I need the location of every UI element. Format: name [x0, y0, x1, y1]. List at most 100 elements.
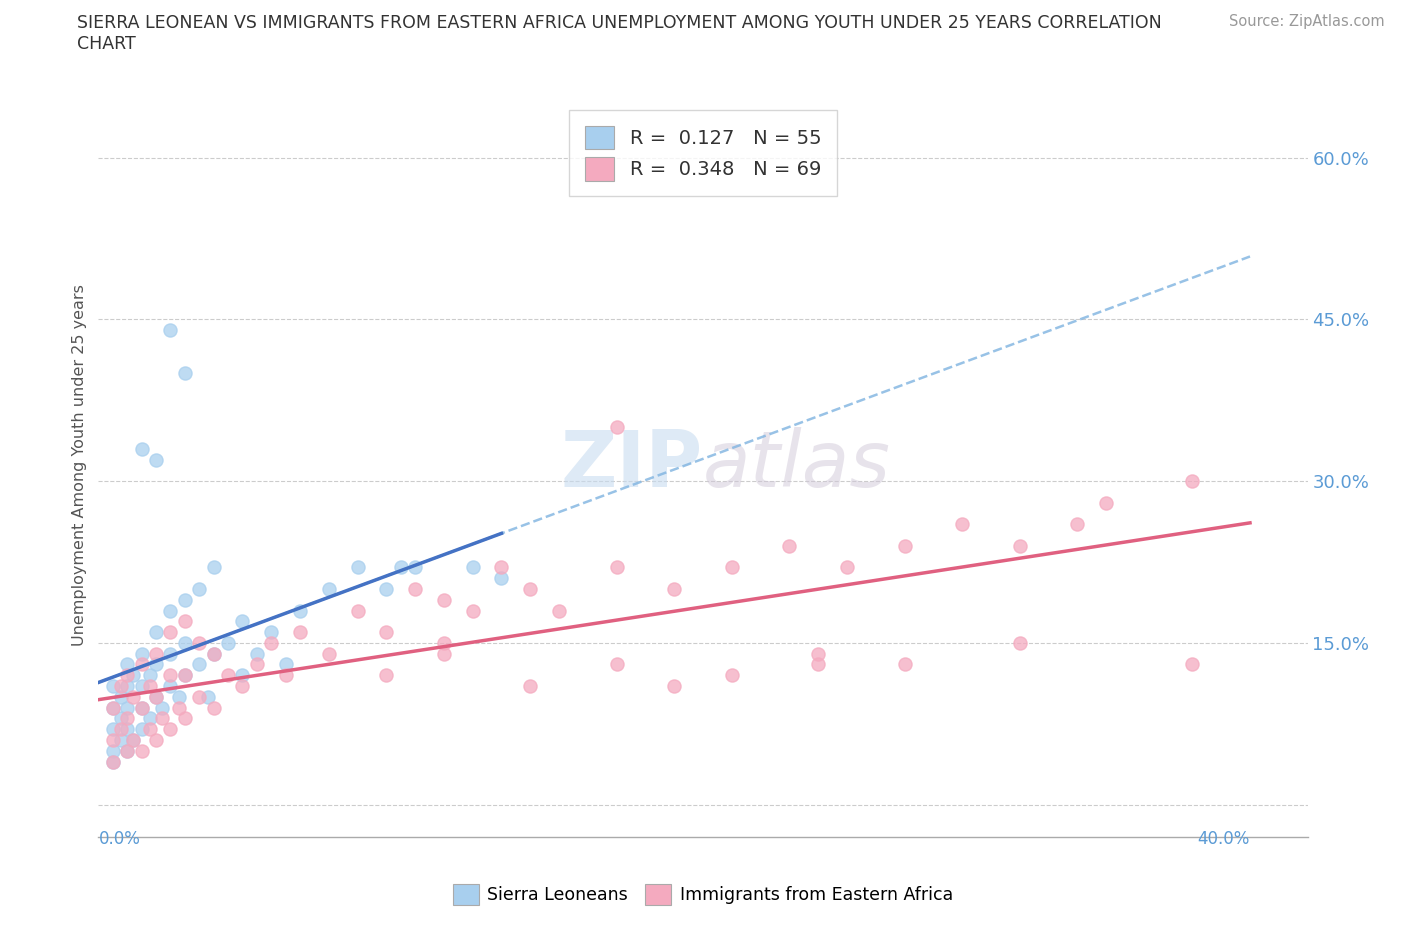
Point: [274, 668, 297, 683]
Point: [150, 700, 173, 715]
Point: [145, 646, 167, 661]
Point: [202, 700, 225, 715]
Point: [664, 581, 686, 596]
Point: [246, 657, 269, 671]
Point: [318, 581, 340, 596]
Point: [145, 625, 167, 640]
Point: [122, 733, 145, 748]
Point: [188, 581, 211, 596]
Point: [720, 668, 742, 683]
Point: [491, 560, 513, 575]
Point: [131, 679, 153, 694]
Point: [217, 635, 239, 650]
Text: ZIP: ZIP: [561, 427, 703, 503]
Point: [173, 614, 195, 629]
Point: [1181, 473, 1204, 488]
Point: [122, 668, 145, 683]
Point: [131, 646, 153, 661]
Point: [110, 733, 132, 748]
Point: [835, 560, 858, 575]
Point: [606, 657, 628, 671]
Point: [139, 668, 162, 683]
Point: [139, 722, 162, 737]
Point: [197, 689, 219, 704]
Point: [375, 581, 398, 596]
Point: [202, 646, 225, 661]
Text: SIERRA LEONEAN VS IMMIGRANTS FROM EASTERN AFRICA UNEMPLOYMENT AMONG YOUTH UNDER : SIERRA LEONEAN VS IMMIGRANTS FROM EASTER…: [77, 14, 1163, 32]
Point: [173, 668, 195, 683]
Point: [131, 743, 153, 758]
Point: [115, 743, 138, 758]
Point: [115, 668, 138, 683]
Point: [231, 668, 253, 683]
Legend: Sierra Leoneans, Immigrants from Eastern Africa: Sierra Leoneans, Immigrants from Eastern…: [446, 877, 960, 912]
Point: [346, 560, 368, 575]
Point: [131, 442, 153, 457]
Point: [145, 733, 167, 748]
Point: [188, 689, 211, 704]
Point: [188, 635, 211, 650]
Point: [145, 657, 167, 671]
Point: [202, 560, 225, 575]
Point: [115, 722, 138, 737]
Point: [110, 689, 132, 704]
Point: [389, 560, 412, 575]
Point: [101, 754, 124, 769]
Point: [318, 646, 340, 661]
Point: [115, 743, 138, 758]
Text: atlas: atlas: [703, 427, 891, 503]
Point: [664, 679, 686, 694]
Point: [139, 711, 162, 725]
Point: [288, 625, 311, 640]
Point: [173, 635, 195, 650]
Point: [115, 657, 138, 671]
Point: [173, 592, 195, 607]
Point: [139, 679, 162, 694]
Point: [893, 657, 915, 671]
Point: [110, 679, 132, 694]
Point: [131, 722, 153, 737]
Point: [491, 571, 513, 586]
Point: [375, 668, 398, 683]
Point: [159, 625, 181, 640]
Point: [131, 700, 153, 715]
Point: [101, 754, 124, 769]
Point: [202, 646, 225, 661]
Point: [1008, 635, 1031, 650]
Point: [807, 646, 830, 661]
Point: [950, 517, 973, 532]
Point: [260, 635, 283, 650]
Point: [606, 419, 628, 434]
Point: [145, 452, 167, 467]
Point: [433, 646, 456, 661]
Point: [159, 604, 181, 618]
Point: [288, 604, 311, 618]
Point: [807, 657, 830, 671]
Point: [720, 560, 742, 575]
Point: [1181, 657, 1204, 671]
Point: [461, 604, 484, 618]
Point: [433, 592, 456, 607]
Point: [159, 668, 181, 683]
Point: [893, 538, 915, 553]
Point: [778, 538, 800, 553]
Point: [231, 614, 253, 629]
Text: 0.0%: 0.0%: [98, 830, 141, 847]
Point: [115, 679, 138, 694]
Point: [110, 722, 132, 737]
Point: [188, 657, 211, 671]
Point: [519, 581, 541, 596]
Point: [1008, 538, 1031, 553]
Point: [1095, 496, 1118, 511]
Point: [173, 365, 195, 380]
Point: [606, 560, 628, 575]
Point: [131, 657, 153, 671]
Point: [404, 560, 426, 575]
Point: [115, 711, 138, 725]
Point: [461, 560, 484, 575]
Point: [101, 733, 124, 748]
Point: [159, 722, 181, 737]
Point: [519, 679, 541, 694]
Point: [159, 646, 181, 661]
Point: [122, 689, 145, 704]
